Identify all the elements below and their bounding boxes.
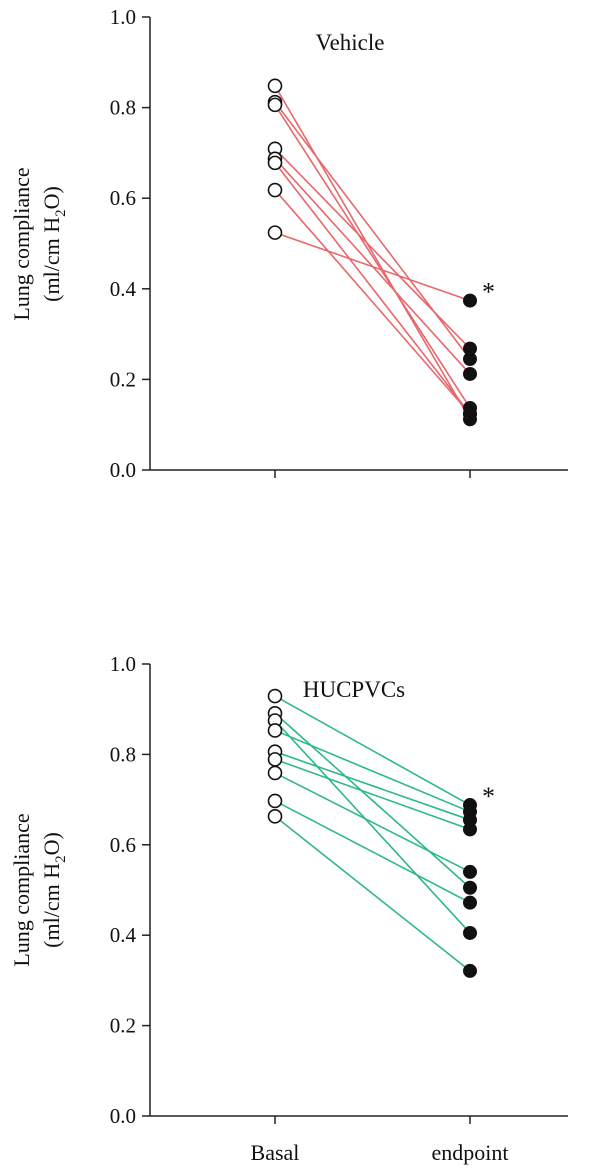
y-axis-title-line2: (ml/cm H2O) xyxy=(39,832,69,948)
endpoint-point xyxy=(463,880,477,895)
y-tick-label: 0.4 xyxy=(110,923,137,947)
y-tick-label: 0.6 xyxy=(110,833,136,857)
panel-vehicle: 0.0 0.2 0.4 0.6 0.8 1.0 Lung compliance (ml/cm … xyxy=(9,5,568,482)
x-category-label-basal: Basal xyxy=(251,1140,300,1165)
pair-line xyxy=(274,231,471,302)
y-axis-title-unit: (ml/cm H xyxy=(39,863,64,948)
y-tick-label: 0.2 xyxy=(110,1014,136,1038)
pair-line xyxy=(274,750,471,821)
y-tick-label: 0.8 xyxy=(110,742,136,766)
pair-line xyxy=(274,104,471,409)
panel-hucpvcs: 0.0 0.2 0.4 0.6 0.8 1.0 Lung compliance (ml/cm … xyxy=(9,652,568,1165)
y-axis-title-line1: Lung compliance xyxy=(9,813,34,966)
basal-point xyxy=(267,809,283,824)
endpoint-point xyxy=(463,864,477,879)
pair-line xyxy=(274,815,471,972)
pair-line xyxy=(274,772,471,873)
pair-line xyxy=(274,758,471,831)
basal-point xyxy=(267,225,283,240)
endpoint-point xyxy=(463,341,477,356)
pair-line xyxy=(274,800,471,904)
y-axis-title-line1: Lung compliance xyxy=(9,167,34,320)
significance-star: * xyxy=(482,782,495,811)
y-axis-title-line2: (ml/cm H2O) xyxy=(39,186,69,302)
endpoint-point xyxy=(463,366,477,381)
y-tick-label: 0.6 xyxy=(110,186,136,210)
basal-point xyxy=(267,765,283,781)
endpoint-point xyxy=(463,895,477,910)
y-tick-label: 1.0 xyxy=(110,652,136,676)
pair-line xyxy=(274,85,471,420)
basal-point xyxy=(267,723,283,738)
y-tick-label: 0.0 xyxy=(110,1104,136,1128)
pair-line xyxy=(274,695,471,806)
basal-point xyxy=(267,688,283,704)
endpoint-point xyxy=(463,406,477,421)
pair-line xyxy=(274,712,471,889)
endpoint-point xyxy=(463,293,477,308)
pair-line xyxy=(274,719,471,934)
pair-line xyxy=(274,189,471,415)
y-tick-label: 0.8 xyxy=(110,96,136,120)
basal-point xyxy=(267,182,283,198)
pair-line xyxy=(274,148,471,350)
pair-line xyxy=(274,101,471,360)
panel-title: Vehicle xyxy=(316,30,385,55)
panel-title: HUCPVCs xyxy=(303,677,405,702)
y-tick-label: 0.4 xyxy=(110,277,137,301)
basal-point xyxy=(267,97,283,113)
pair-line xyxy=(274,729,471,813)
basal-point xyxy=(267,752,283,767)
significance-star: * xyxy=(482,278,495,307)
pair-line xyxy=(274,162,471,415)
y-axis-title-unit: (ml/cm H xyxy=(39,217,64,302)
y-axis-title-subscript: 2 xyxy=(53,209,69,217)
basal-point xyxy=(267,793,283,809)
basal-point xyxy=(267,78,283,94)
endpoint-point xyxy=(463,822,477,837)
y-axis-title-unit-end: O) xyxy=(39,832,64,855)
y-tick-label: 1.0 xyxy=(110,5,136,29)
basal-point xyxy=(267,155,283,171)
y-tick-label: 0.0 xyxy=(110,458,136,482)
x-category-label-endpoint: endpoint xyxy=(432,1140,509,1165)
y-axis-title-subscript: 2 xyxy=(53,855,69,863)
endpoint-point xyxy=(463,963,477,978)
y-axis-title-unit-end: O) xyxy=(39,186,64,209)
y-tick-label: 0.2 xyxy=(110,367,136,391)
endpoint-point xyxy=(463,925,477,940)
